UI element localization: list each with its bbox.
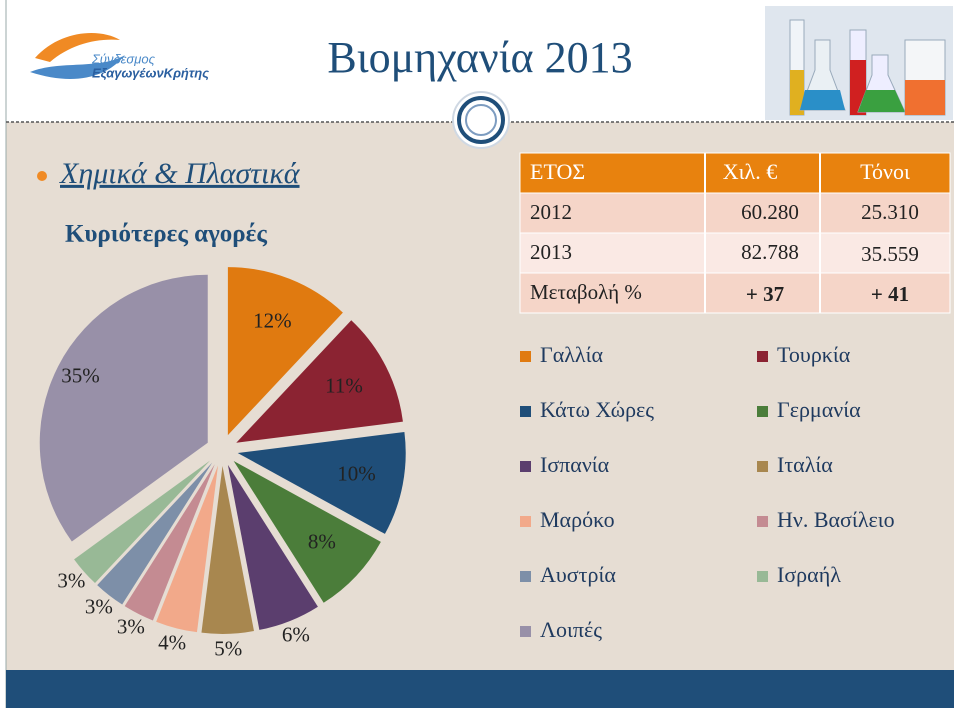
table-cell: Μεταβολή % xyxy=(530,280,642,304)
legend-swatch xyxy=(520,571,531,582)
legend-swatch xyxy=(520,461,531,472)
table-cell: + 37 xyxy=(746,282,784,306)
pie-slice xyxy=(97,462,213,605)
pie-slice xyxy=(236,320,403,443)
slice-label: 6% xyxy=(282,623,310,647)
pie-slice xyxy=(124,464,215,621)
legend-swatch xyxy=(520,516,531,527)
pie-slice xyxy=(74,460,210,584)
footer-band xyxy=(6,670,954,708)
pie-slice xyxy=(227,464,318,630)
pie-slice xyxy=(201,465,254,634)
slice-label: 12% xyxy=(253,308,292,332)
legend-swatch xyxy=(520,406,531,417)
table-header-cell: Τόνοι xyxy=(860,159,910,184)
legend-label: Ισπανία xyxy=(540,452,610,477)
legend-label: Τουρκία xyxy=(777,342,851,367)
slice-label: 5% xyxy=(214,637,242,661)
slice-label: 3% xyxy=(85,594,113,618)
slice-label: 10% xyxy=(337,461,376,485)
legend-swatch xyxy=(757,516,768,527)
legend-label: Ισραήλ xyxy=(777,562,841,587)
legend-swatch xyxy=(757,351,768,362)
bullet-dot xyxy=(37,171,47,181)
pie-slice xyxy=(237,431,406,534)
subtitle: Κυριότερες αγορές xyxy=(65,221,267,248)
table-header xyxy=(519,152,951,194)
logo-text: ΕξαγωγέωνΚρήτης xyxy=(92,65,209,80)
table-cell: 60.280 xyxy=(741,200,799,224)
pie-chart: 12%11%10%8%6%5%4%3%3%3%35% xyxy=(39,267,406,661)
slice-label: 8% xyxy=(308,530,336,554)
table-row xyxy=(519,272,951,314)
table-cell: 2013 xyxy=(530,240,572,264)
legend-swatch xyxy=(757,571,768,582)
legend-swatch xyxy=(757,461,768,472)
table-cell: + 41 xyxy=(871,282,909,306)
slide-title: Βιομηχανία 2013 xyxy=(327,33,632,82)
legend-label: Λοιπές xyxy=(540,617,602,642)
table: ΕΤΟΣ Χιλ. € Τόνοι 2012 60.280 25.310 201… xyxy=(519,152,951,314)
slice-label: 3% xyxy=(117,615,145,639)
legend-label: Γερμανία xyxy=(777,397,861,422)
photo xyxy=(765,6,953,120)
emblem xyxy=(452,91,510,149)
legend-label: Μαρόκο xyxy=(540,507,615,532)
table-cell: 25.310 xyxy=(861,200,919,224)
legend-label: Αυστρία xyxy=(540,562,616,587)
legend-swatch xyxy=(520,626,531,637)
bullet-text: Χημικά & Πλαστικά xyxy=(59,157,301,190)
legend-label: Κάτω Χώρες xyxy=(540,397,654,422)
logo-text: Σύνδεσμος xyxy=(91,51,156,66)
table-cell: 82.788 xyxy=(741,240,799,264)
table-cell: 35.559 xyxy=(861,242,919,266)
table-cell: 2012 xyxy=(530,200,572,224)
slice-label: 4% xyxy=(158,630,186,654)
table-header-cell: Χιλ. € xyxy=(723,159,777,184)
slice-label: 11% xyxy=(325,374,363,398)
logo: Σύνδεσμος ΕξαγωγέωνΚρήτης xyxy=(30,33,209,80)
legend-label: Ιταλία xyxy=(777,452,833,477)
table-row xyxy=(519,192,951,234)
slice-label: 3% xyxy=(57,569,85,593)
slice-label: 35% xyxy=(61,364,100,388)
pie-slice xyxy=(227,267,343,436)
legend-label: Ην. Βασίλειο xyxy=(777,507,895,532)
legend-swatch xyxy=(757,406,768,417)
table-row xyxy=(519,232,951,274)
pie-slice xyxy=(39,274,208,542)
pie-slice xyxy=(233,460,381,603)
pie-slice xyxy=(156,465,219,633)
table-header-cell: ΕΤΟΣ xyxy=(530,159,585,184)
legend-swatch xyxy=(520,351,531,362)
legend-label: Γαλλία xyxy=(540,342,603,367)
legend: Γαλλία Τουρκία Κάτω Χώρες Γερμανία Ισπανία Ιτ… xyxy=(520,342,895,642)
